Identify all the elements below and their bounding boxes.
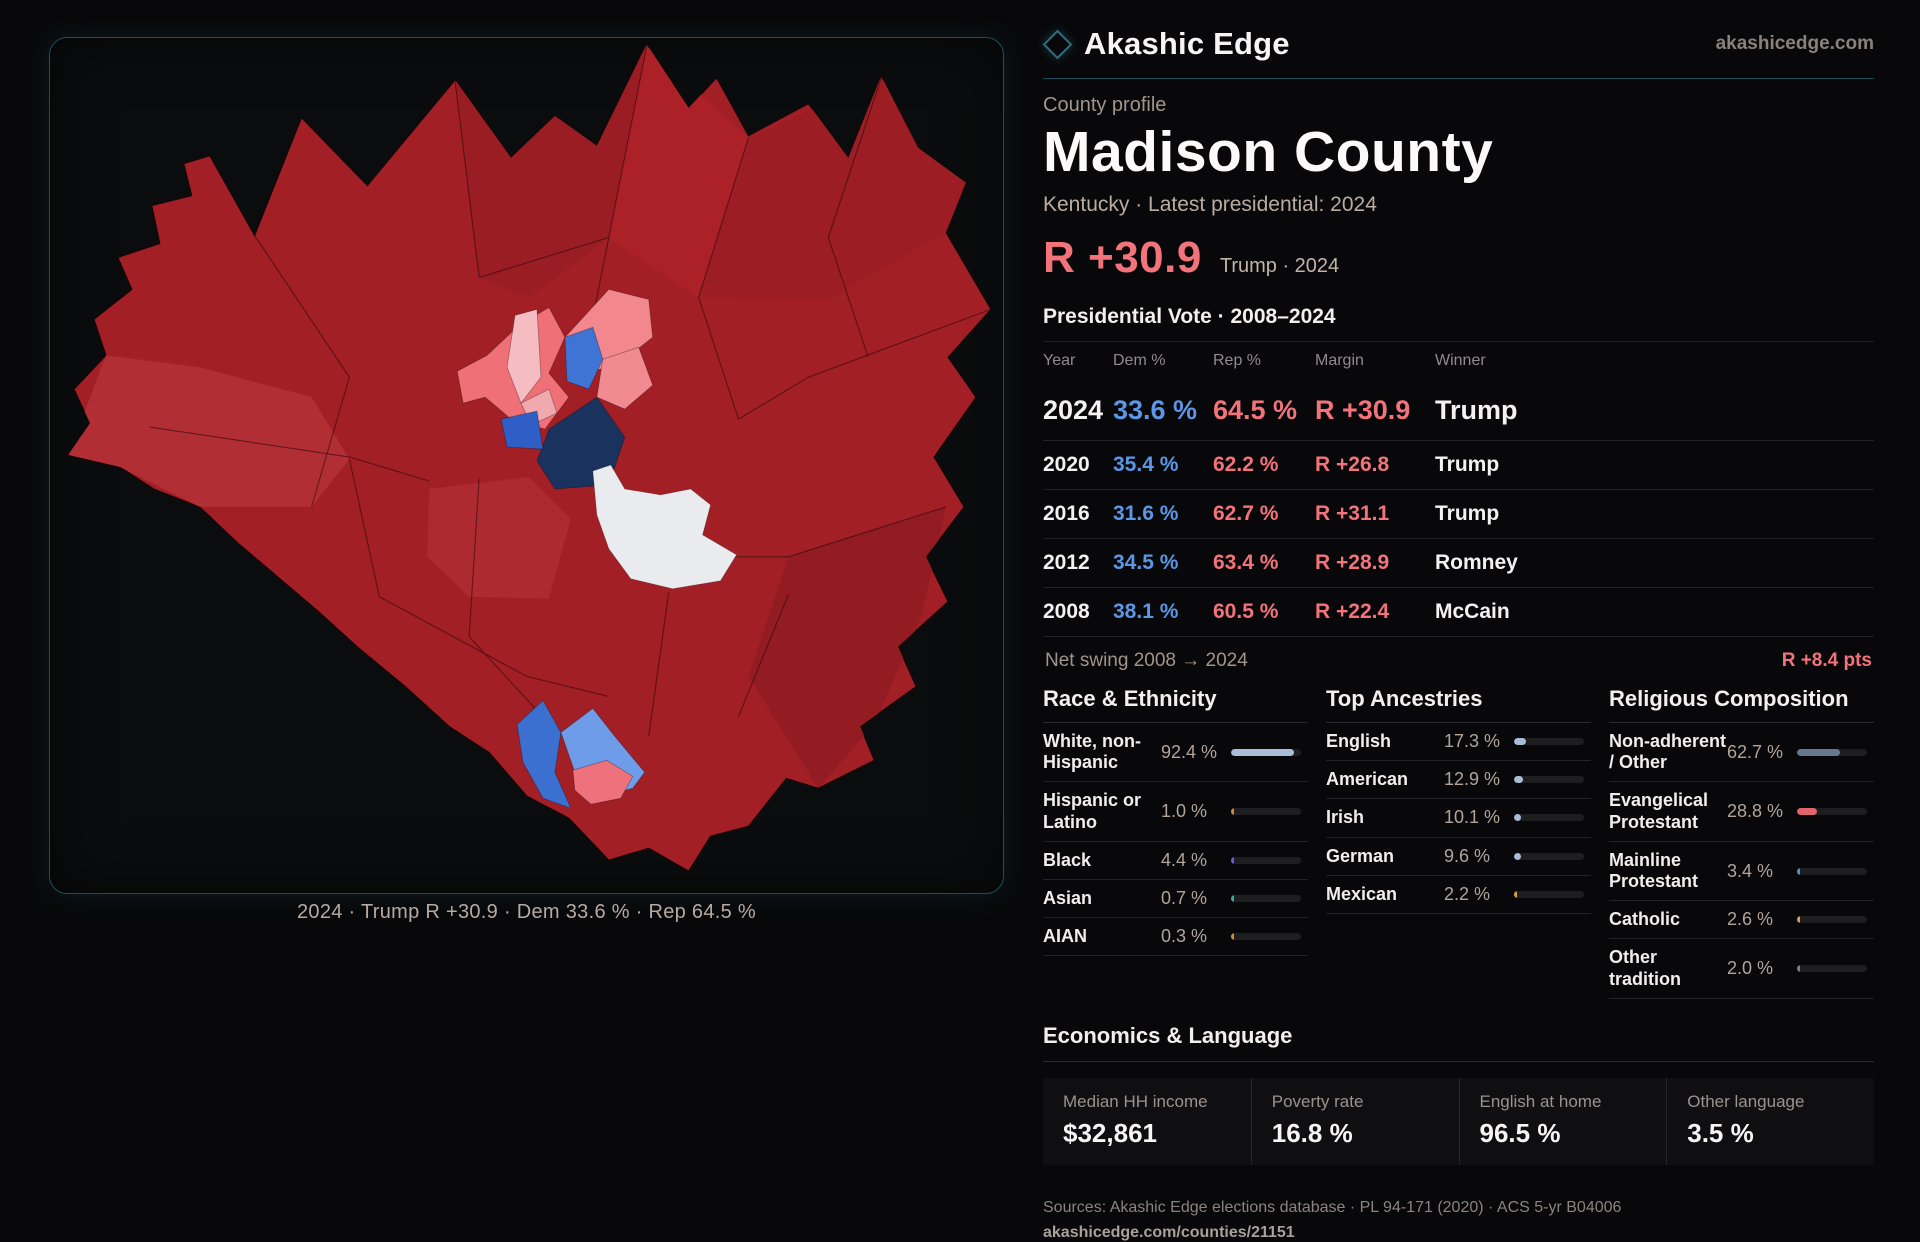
list-item: Evangelical Protestant 28.8 %: [1609, 782, 1874, 842]
berea-precincts[interactable]: [516, 699, 646, 809]
bar-track: [1514, 852, 1584, 860]
table-row: 2016 31.6 % 62.7 % R +31.1 Trump: [1043, 490, 1874, 539]
col-margin: Margin: [1315, 351, 1364, 369]
list-item: German 9.6 %: [1326, 838, 1591, 876]
list-item: White, non-Hispanic 92.4 %: [1043, 723, 1308, 783]
economics-heading: Economics & Language: [1043, 1023, 1874, 1062]
list-item: Asian 0.7 %: [1043, 880, 1308, 919]
list-item: Mainline Protestant 3.4 %: [1609, 842, 1874, 902]
header: Akashic Edge akashicedge.com: [1042, 26, 1874, 79]
list-item: Non-adherent / Other 62.7 %: [1609, 723, 1874, 783]
stat-card: Poverty rate 16.8 %: [1250, 1077, 1459, 1165]
bar-track: [1514, 776, 1584, 784]
bar-track: [1231, 895, 1301, 903]
list-item: English 17.3 %: [1326, 723, 1591, 762]
permalink[interactable]: akashicedge.com/counties/21151: [1043, 1223, 1295, 1241]
bar-track: [1797, 916, 1867, 924]
diamond-logo-icon: [1042, 29, 1073, 59]
stat-card: Median HH income $32,861: [1063, 1091, 1208, 1148]
ancestries-heading: Top Ancestries: [1326, 686, 1591, 723]
net-swing-label: Net swing 2008 → 2024: [1045, 649, 1248, 671]
richmond-precincts[interactable]: [456, 288, 654, 490]
precinct-borders: [149, 45, 991, 737]
county-map-panel[interactable]: [49, 37, 1004, 894]
table-row: 2012 34.5 % 63.4 % R +28.9 Romney: [1043, 539, 1874, 588]
list-item: Irish 10.1 %: [1326, 799, 1591, 838]
list-item: Catholic 2.6 %: [1609, 901, 1874, 940]
bar-track: [1797, 808, 1867, 816]
religion-heading: Religious Composition: [1609, 686, 1874, 723]
bar-track: [1231, 856, 1301, 864]
headline-margin-value: R +30.9: [1043, 232, 1202, 282]
precinct-shade[interactable]: [608, 45, 749, 298]
list-item: Black 4.4 %: [1043, 842, 1308, 881]
precinct-shade[interactable]: [427, 476, 571, 599]
headline-margin-row: R +30.9 Trump · 2024: [1043, 233, 1874, 283]
subtitle: Kentucky · Latest presidential: 2024: [1043, 192, 1377, 216]
bar-track: [1514, 814, 1584, 822]
kicker-label: County profile: [1043, 94, 1167, 116]
results-table-title: Presidential Vote · 2008–2024: [1043, 305, 1874, 342]
bar-track: [1797, 867, 1867, 875]
county-profile-panel: Akashic Edge akashicedge.com County prof…: [1042, 26, 1874, 1242]
bar-track: [1797, 748, 1867, 756]
bar-track: [1231, 748, 1301, 756]
list-item: Mexican 2.2 %: [1326, 876, 1591, 915]
sources-line: Sources: Akashic Edge elections database…: [1043, 1198, 1622, 1216]
net-swing-row: Net swing 2008 → 2024 R +8.4 pts: [1043, 637, 1874, 678]
table-row: 2024 33.6 % 64.5 % R +30.9 Trump: [1043, 381, 1874, 441]
results-table: Year Dem % Rep % Margin Winner 2024 33.6…: [1043, 342, 1874, 637]
net-swing-value: R +8.4 pts: [1781, 649, 1872, 671]
stat-card: Other language 3.5 %: [1666, 1077, 1874, 1165]
footer: Sources: Akashic Edge elections database…: [1043, 1199, 1874, 1242]
map-caption: 2024 · Trump R +30.9 · Dem 33.6 % · Rep …: [296, 901, 756, 923]
list-item: AIAN 0.3 %: [1043, 918, 1308, 957]
precinct-shade[interactable]: [68, 355, 350, 507]
col-winner: Winner: [1435, 351, 1486, 369]
brand-domain-link[interactable]: akashicedge.com: [1715, 33, 1874, 54]
economics-stats: Median HH income $32,861 Poverty rate 16…: [1043, 1077, 1874, 1165]
headline-context: Trump · 2024: [1219, 254, 1340, 277]
ancestries-column: Top Ancestries English 17.3 % American 1…: [1326, 686, 1591, 999]
precinct-shade[interactable]: [748, 506, 947, 789]
race-ethnicity-column: Race & Ethnicity White, non-Hispanic 92.…: [1043, 686, 1308, 999]
demographics-section: Race & Ethnicity White, non-Hispanic 92.…: [1043, 686, 1874, 999]
race-heading: Race & Ethnicity: [1043, 686, 1308, 723]
table-row: 2020 35.4 % 62.2 % R +26.8 Trump: [1043, 441, 1874, 490]
brand-name: Akashic Edge: [1084, 26, 1290, 61]
precinct-shade[interactable]: [698, 77, 966, 300]
precinct-choropleth-map[interactable]: [50, 38, 1003, 893]
page-title: Madison County: [1043, 120, 1494, 184]
bar-track: [1514, 890, 1584, 898]
stat-card: English at home 96.5 %: [1458, 1077, 1667, 1165]
religion-column: Religious Composition Non-adherent / Oth…: [1609, 686, 1874, 999]
col-rep: Rep %: [1213, 351, 1262, 369]
col-year: Year: [1043, 351, 1076, 369]
bar-track: [1231, 933, 1301, 941]
results-table-header: Year Dem % Rep % Margin Winner: [1043, 342, 1874, 381]
bar-track: [1231, 808, 1301, 816]
list-item: American 12.9 %: [1326, 761, 1591, 800]
bar-track: [1797, 965, 1867, 973]
col-dem: Dem %: [1113, 351, 1166, 369]
list-item: Hispanic or Latino 1.0 %: [1043, 782, 1308, 842]
list-item: Other tradition 2.0 %: [1609, 939, 1874, 999]
bar-track: [1514, 737, 1584, 745]
white-precinct[interactable]: [592, 464, 738, 590]
table-row: 2008 38.1 % 60.5 % R +22.4 McCain: [1043, 588, 1874, 637]
